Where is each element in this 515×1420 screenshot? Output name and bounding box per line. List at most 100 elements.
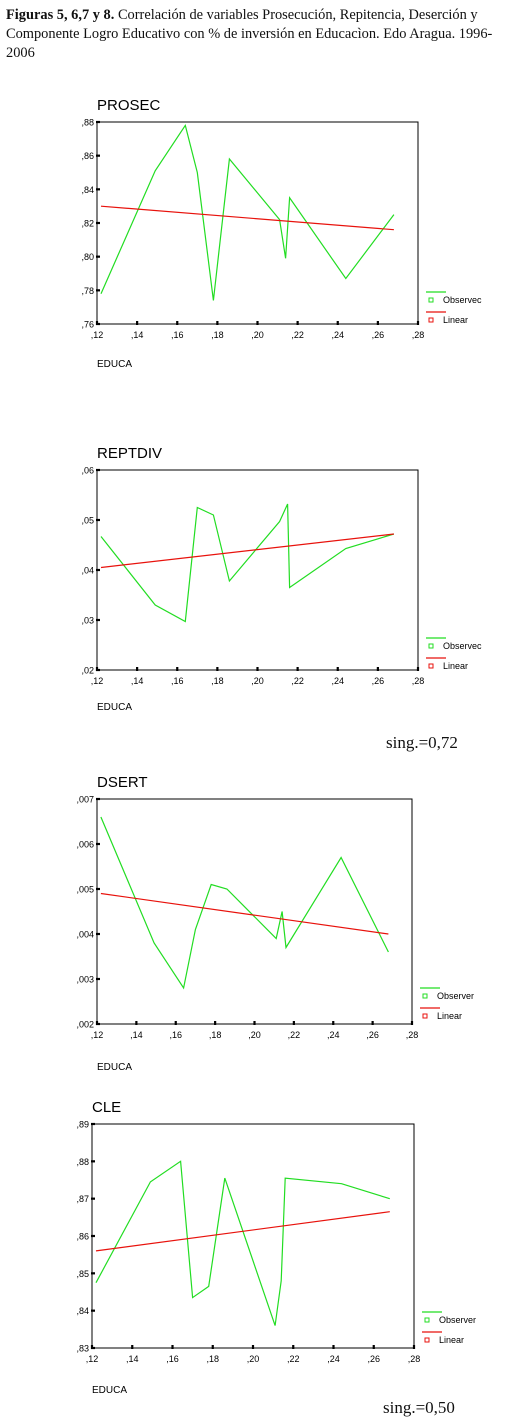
reptdiv-y-tick-label: ,02 [81,666,94,676]
prosec-legend-label-observec: Observec [443,295,482,305]
reptdiv-legend-marker-linear [428,663,434,669]
reptdiv-series-linear [100,533,394,569]
prosec-series-observec [100,123,395,301]
dsert-y-tick-label: ,006 [76,840,94,850]
reptdiv-title: REPTDIV [97,445,162,462]
reptdiv-x-tick-label: ,24 [331,676,344,686]
prosec-x-tick-label: ,12 [91,330,104,340]
cle-y-tick-label: ,83 [76,1344,89,1354]
prosec-x-tick-label: ,22 [291,330,304,340]
reptdiv-x-tick-label: ,12 [91,676,104,686]
cle-x-axis-label: EDUCA [92,1385,127,1396]
cle-legend-label-linear: Linear [439,1335,464,1345]
cle-x-tick-label: ,14 [126,1354,139,1364]
prosec-x-tick-label: ,26 [372,330,385,340]
prosec-x-tick-label: ,24 [331,330,344,340]
dsert-x-tick-label: ,18 [209,1030,222,1040]
prosec-x-tick-label: ,18 [211,330,224,340]
reptdiv-x-axis-label: EDUCA [97,702,132,713]
prosec-x-tick-label: ,20 [251,330,264,340]
prosec-plot-frame [96,121,419,325]
dsert-plot-frame [96,798,413,1025]
cle-y-tick-label: ,86 [76,1232,89,1242]
reptdiv-y-tick-label: ,04 [81,566,94,576]
dsert-series-linear [100,892,389,935]
reptdiv-x-tick-label: ,28 [412,676,425,686]
dsert-y-tick-label: ,004 [76,930,94,940]
cle-x-tick-label: ,26 [367,1354,380,1364]
dsert-y-tick-label: ,002 [76,1020,94,1030]
prosec-y-tick-label: ,80 [81,252,94,262]
dsert-legend-marker-observer [422,993,428,999]
reptdiv-y-tick-label: ,06 [81,466,94,476]
prosec-x-tick-label: ,14 [131,330,144,340]
cle-y-tick-label: ,85 [76,1269,89,1279]
cle-legend-marker-observer [424,1317,430,1323]
cle-x-tick-label: ,12 [86,1354,99,1364]
prosec-legend-marker-linear [428,317,434,323]
dsert-x-tick-label: ,22 [288,1030,301,1040]
prosec-y-tick-label: ,82 [81,219,94,229]
cle-y-tick-label: ,88 [76,1157,89,1167]
reptdiv-series-observec [100,503,395,623]
reptdiv-legend-marker-observec [428,643,434,649]
significance-label-reptdiv: sing.=0,72 [386,733,458,752]
cle-x-tick-label: ,22 [287,1354,300,1364]
prosec-y-tick-label: ,88 [81,118,94,128]
prosec-x-tick-label: ,28 [412,330,425,340]
cle-x-tick-label: ,18 [206,1354,219,1364]
cle-y-tick-label: ,87 [76,1194,89,1204]
reptdiv-x-tick-label: ,14 [131,676,144,686]
dsert-legend-label-linear: Linear [437,1011,462,1021]
reptdiv-legend-label-observec: Observec [443,641,482,651]
dsert-y-tick-label: ,003 [76,975,94,985]
prosec-y-tick-label: ,78 [81,286,94,296]
reptdiv-x-tick-label: ,26 [372,676,385,686]
prosec-series-linear [100,205,394,231]
figure-caption: Figuras 5, 6,7 y 8. Correlación de varia… [6,6,512,63]
cle-legend-marker-linear [424,1337,430,1343]
cle-x-tick-label: ,16 [166,1354,179,1364]
cle-plot-frame [91,1123,415,1349]
prosec-x-tick-label: ,16 [171,330,184,340]
cle-series-linear [95,1211,390,1252]
cle-legend-label-observer: Observer [439,1315,476,1325]
dsert-title: DSERT [97,774,148,791]
dsert-legend-marker-linear [422,1013,428,1019]
dsert-series-observer [100,816,389,990]
dsert-x-tick-label: ,24 [327,1030,340,1040]
prosec-y-tick-label: ,86 [81,151,94,161]
dsert-y-tick-label: ,005 [76,885,94,895]
reptdiv-x-tick-label: ,16 [171,676,184,686]
caption-text: Correlación de variables Prosecución, Re… [6,7,493,61]
caption-label: Figuras 5, 6,7 y 8. [6,7,115,23]
reptdiv-x-tick-label: ,18 [211,676,224,686]
reptdiv-y-tick-label: ,05 [81,516,94,526]
dsert-x-tick-label: ,12 [91,1030,104,1040]
dsert-x-tick-label: ,14 [130,1030,143,1040]
dsert-y-tick-label: ,007 [76,795,94,805]
cle-series-observer [95,1160,390,1326]
prosec-y-tick-label: ,84 [81,185,94,195]
dsert-x-tick-label: ,20 [248,1030,261,1040]
prosec-y-tick-label: ,76 [81,320,94,330]
cle-title: CLE [92,1099,121,1116]
reptdiv-x-tick-label: ,22 [291,676,304,686]
prosec-legend-marker-observec [428,297,434,303]
cle-y-tick-label: ,84 [76,1306,89,1316]
cle-x-tick-label: ,28 [408,1354,421,1364]
dsert-x-tick-label: ,26 [366,1030,379,1040]
cle-x-tick-label: ,20 [247,1354,260,1364]
reptdiv-plot-frame [96,469,419,671]
significance-label-cle: sing.=0,50 [383,1398,455,1417]
reptdiv-legend-label-linear: Linear [443,661,468,671]
reptdiv-y-tick-label: ,03 [81,616,94,626]
prosec-x-axis-label: EDUCA [97,359,132,370]
dsert-x-axis-label: EDUCA [97,1062,132,1073]
reptdiv-x-tick-label: ,20 [251,676,264,686]
dsert-x-tick-label: ,16 [169,1030,182,1040]
prosec-title: PROSEC [97,97,161,114]
dsert-legend-label-observer: Observer [437,991,474,1001]
cle-y-tick-label: ,89 [76,1120,89,1130]
